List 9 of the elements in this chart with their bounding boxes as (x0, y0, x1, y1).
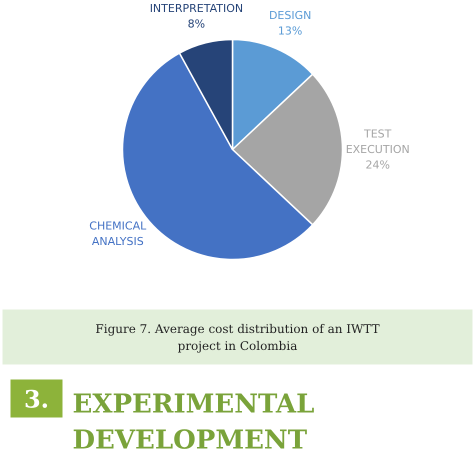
data-label: 8% (188, 18, 206, 31)
slice-label: INTERPRETATION (150, 2, 244, 16)
slice-label: TEST EXECUTION (346, 127, 410, 156)
slice-label: DESIGN (268, 9, 312, 22)
slice-label: CHEMICAL ANALYSIS (89, 219, 148, 248)
data-label: 13% (278, 24, 302, 38)
caption: Figure 7. Average cost distribution of an IWTT project in Colombia (95, 322, 380, 353)
data-label: 24% (365, 158, 390, 172)
text: 3. EXPERIMENTAL DEVELOPMENT (24, 384, 314, 456)
